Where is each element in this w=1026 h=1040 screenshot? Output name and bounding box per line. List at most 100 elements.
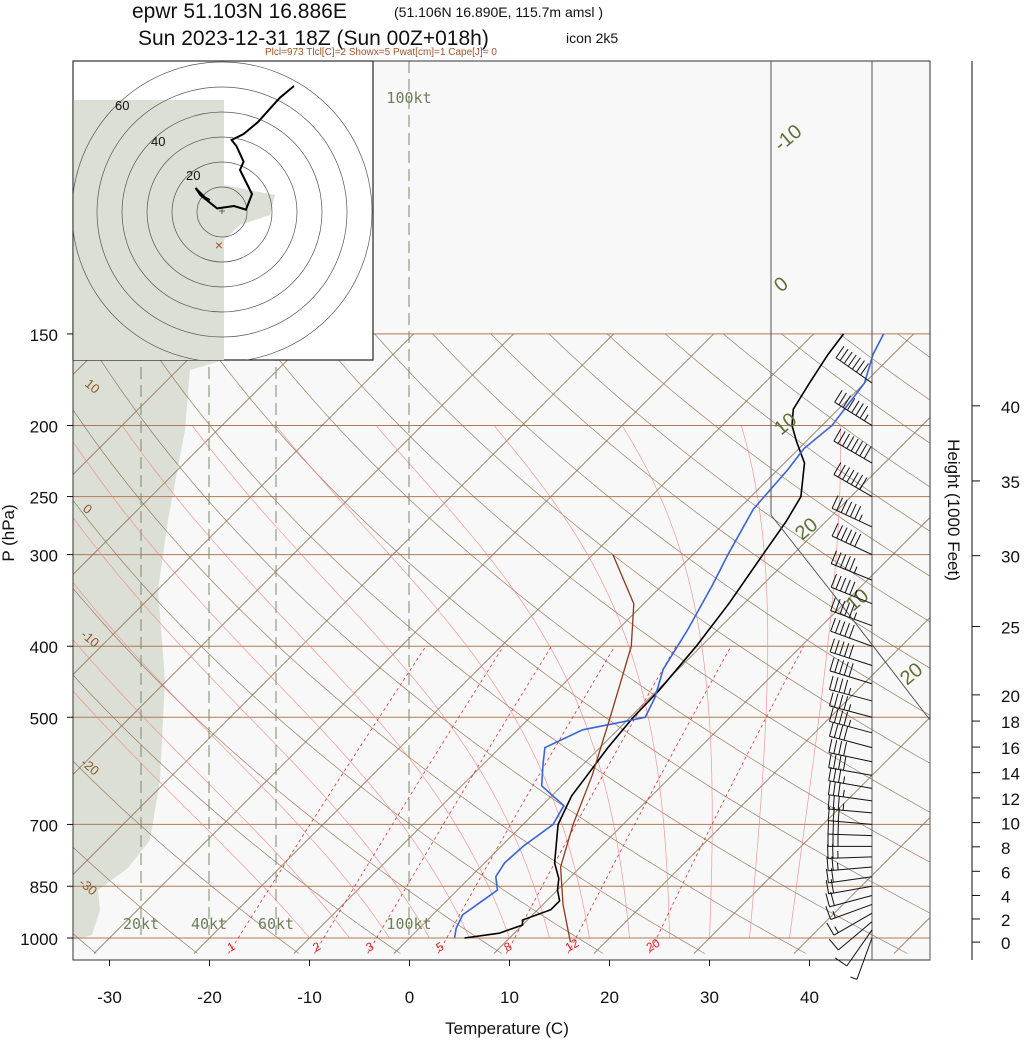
- y-tick-label: 300: [30, 547, 58, 566]
- chart-title: epwr 51.103N 16.886E: [132, 0, 347, 23]
- wind-barb: [829, 675, 873, 702]
- moist-adiabat-line: [275, 425, 590, 939]
- wind-barb-flag: [849, 531, 857, 545]
- wind-barb-flag: [842, 433, 850, 447]
- moist-adiabat-line: [73, 441, 470, 939]
- wind-barb-flag: [856, 360, 865, 373]
- wind-barb-staff: [828, 833, 873, 837]
- hodograph-trace: [194, 85, 295, 211]
- wind-barb-flag: [855, 474, 863, 488]
- y-tick-label: 700: [30, 816, 58, 835]
- dry-adiabat-line: [432, 333, 930, 716]
- dry-adiabat-line: [73, 760, 300, 954]
- wind-barb-half-flag: [834, 926, 839, 933]
- wind-barb-staff: [830, 610, 873, 627]
- wind-barb-staff: [833, 912, 873, 936]
- wind-barb-flag: [859, 477, 868, 490]
- wind-barb-flag: [839, 641, 845, 656]
- wind-barb-flag: [831, 523, 839, 537]
- wind-barb: [827, 795, 873, 814]
- mixing-ratio-line: [314, 645, 504, 954]
- wind-barb-staff: [831, 586, 873, 605]
- wind-barb-flag: [837, 464, 846, 478]
- wind-barb-staff: [829, 670, 873, 685]
- dry-adiabat-line: [374, 333, 930, 764]
- wind-barb-staff: [829, 651, 873, 667]
- wind-barb-half-flag: [863, 414, 869, 422]
- wind-barb-half-flag: [842, 789, 845, 797]
- height-tick-label: 40: [1001, 398, 1020, 417]
- wind-barb: [834, 390, 873, 426]
- wind-barb-flag: [848, 644, 854, 659]
- wind-barb-flag: [833, 462, 842, 475]
- wind-barb-flag: [838, 392, 847, 406]
- wind-barb-flag: [829, 707, 834, 722]
- wind-barb-staff: [828, 856, 873, 859]
- hodo-ring-label: 40: [151, 134, 165, 149]
- wind-barb-staff: [830, 630, 873, 647]
- height-tick-label: 20: [1001, 687, 1020, 706]
- isotherm-line: [393, 416, 930, 954]
- wind-barb-flag: [827, 780, 831, 795]
- wind-barb: [829, 638, 873, 667]
- wind-barb-flag: [830, 597, 836, 611]
- wind-barb-staff: [829, 720, 873, 734]
- wind-barb-flag: [835, 957, 848, 967]
- mixing-ratio-line: [567, 646, 732, 954]
- dry-adiabat-line: [956, 334, 1026, 954]
- wind-barb-flag: [843, 711, 849, 726]
- wind-barb-flag: [846, 469, 855, 483]
- wind-barb-flag: [830, 891, 835, 906]
- wind-barb: [829, 657, 873, 685]
- isotherm-line: [793, 816, 930, 954]
- hodo-origin-mark: +: [218, 204, 225, 218]
- height-tick-label: 6: [1001, 863, 1010, 882]
- wind-barb-flag: [851, 357, 861, 370]
- moist-adiabat-line: [493, 425, 670, 939]
- wind-barb-flag: [829, 638, 835, 653]
- wind-barb-flag: [838, 678, 844, 693]
- wind-barb-staff: [831, 535, 873, 556]
- height-tick-label: 4: [1001, 887, 1010, 906]
- wind-barb-flag: [837, 795, 840, 810]
- wind-barb-staff: [846, 929, 873, 967]
- storm-motion-mark: ×: [215, 237, 223, 253]
- height-tick-label: 12: [1001, 790, 1020, 809]
- wind-barb-flag: [849, 581, 856, 595]
- speed-label-top: 100kt: [386, 89, 431, 107]
- hodo-shading: [73, 100, 224, 360]
- mixing-ratio-line: [649, 646, 804, 954]
- isotherm-line: [73, 333, 514, 776]
- moist-adiabat-line: [375, 425, 630, 939]
- y-tick-label: 850: [30, 878, 58, 897]
- plot-frame-rect: [72, 60, 931, 961]
- wind-barb-flag: [834, 619, 841, 634]
- wind-barb-flag: [834, 390, 843, 403]
- x-axis-title: Temperature (C): [445, 1019, 569, 1038]
- dry-adiabat-line: [258, 333, 930, 863]
- wind-barb-flag: [833, 723, 839, 738]
- dry-adiabat-line: [606, 333, 930, 577]
- wind-barb-flag: [843, 679, 849, 694]
- wind-barb-staff: [828, 794, 873, 802]
- isotherm-line: [73, 333, 614, 876]
- hodograph-content: 20 40 60 + ×: [73, 61, 373, 360]
- wind-barb-flag: [839, 621, 846, 635]
- wind-barb-flag: [848, 663, 854, 677]
- wind-barb-staff: [828, 876, 873, 884]
- wind-barb-flag: [855, 403, 864, 416]
- wind-barb-flag: [830, 617, 836, 632]
- wind-barb-flag: [844, 556, 851, 570]
- y-tick-label: 200: [30, 418, 58, 437]
- wind-barb-staff: [829, 894, 873, 908]
- wind-barb-column: [825, 346, 873, 980]
- dry-adiabat-line: [141, 333, 908, 954]
- wind-barb-half-flag: [837, 862, 839, 870]
- wind-barb-flag: [839, 600, 846, 615]
- y-tick-label: 500: [30, 709, 58, 728]
- wind-barb-flag: [859, 443, 868, 457]
- wind-barb-flag: [851, 400, 860, 414]
- wind-barb-staff: [833, 440, 873, 464]
- wind-barb-flag: [838, 725, 844, 739]
